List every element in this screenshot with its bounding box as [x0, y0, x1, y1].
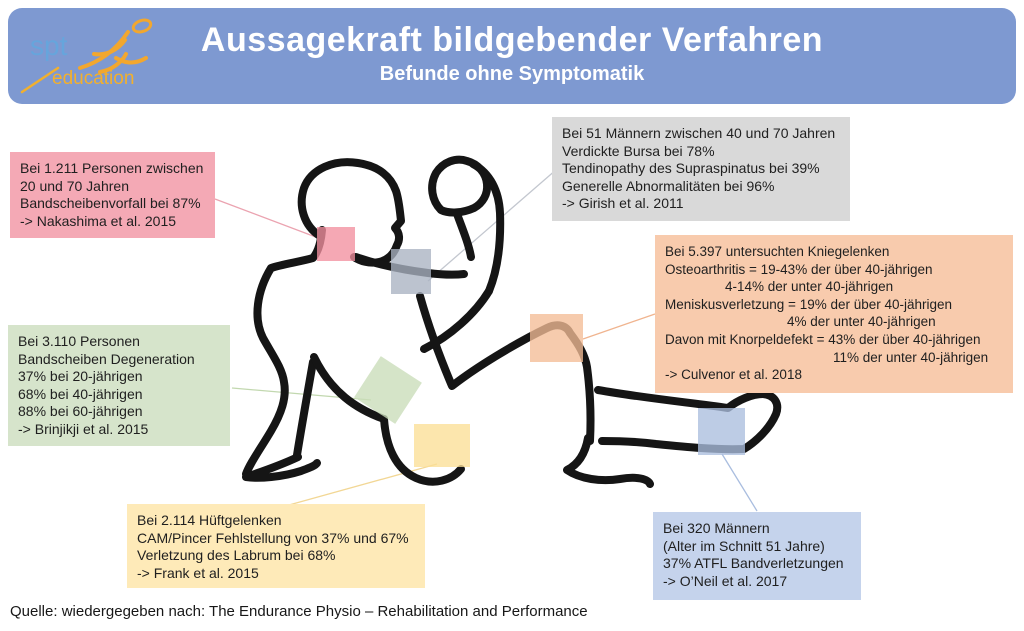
annotation-text-line: -> Girish et al. 2011 — [562, 195, 684, 212]
annotation-text-line: -> Brinjikji et al. 2015 — [18, 420, 149, 437]
figure-back-and-left-leg — [242, 226, 326, 478]
figure-left-thigh — [310, 353, 388, 423]
shoulder-marker — [391, 249, 431, 294]
knee-connector-line — [582, 313, 656, 340]
annotation-text-line: 20 und 70 Jahren — [20, 177, 129, 194]
figure-near-foot — [563, 434, 654, 488]
annotation-text-line: Verdickte Bursa bei 78% — [562, 142, 715, 159]
annotation-text-line: Bei 320 Männern — [663, 520, 770, 536]
spine-marker — [354, 356, 422, 424]
figure-inner-forearm — [453, 210, 475, 261]
figure-extended-leg-and-foot — [594, 386, 782, 454]
source-citation: Quelle: wiedergegeben nach: The Enduranc… — [10, 603, 588, 620]
page-title: Aussagekraft bildgebender Verfahren — [200, 21, 824, 59]
annotation-text-line: Bei 2.114 Hüftgelenken — [137, 512, 282, 528]
neck-marker — [317, 227, 355, 261]
figure-left-shin — [293, 358, 317, 459]
page-subtitle: Befunde ohne Symptomatik — [379, 63, 645, 85]
annotation-text-line: Tendinopathy des Supraspinatus bei 39% — [562, 160, 820, 177]
human-figure-sketch — [242, 155, 782, 488]
annotation-text-line: CAM/Pincer Fehlstellung von 37% und 67% — [137, 529, 409, 546]
annotation-text-line: 4-14% der unter 40-jährigen — [725, 279, 894, 295]
figure-left-foot — [242, 453, 321, 482]
header-banner: spt education Aussagekraft bildgebender … — [8, 8, 1016, 104]
neck-connector-line — [214, 198, 322, 240]
annotation-text-line: Verletzung des Labrum bei 68% — [137, 547, 336, 564]
annotation-text-line: 37% ATFL Bandverletzungen — [663, 555, 844, 572]
annotation-box-ankle: Bei 320 Männern (Alter im Schnitt 51 Jah… — [653, 512, 861, 600]
annotation-text-line: (Alter im Schnitt 51 Jahre) — [663, 537, 825, 554]
annotation-text-line: 11% der unter 40-jährigen — [833, 349, 989, 365]
annotation-box-neck: Bei 1.211 Personen zwischen 20 und 70 Ja… — [10, 152, 215, 238]
annotation-text-line: -> Culvenor et al. 2018 — [665, 367, 802, 383]
annotation-text-line: 37% bei 20-jährigen — [18, 368, 143, 385]
annotation-text-line: Meniskusverletzung = 19% der über 40-jäh… — [665, 296, 953, 312]
hip-connector-line — [288, 463, 438, 506]
annotation-text-line: Generelle Abnormalitäten bei 96% — [562, 177, 775, 194]
logo-spt-text: spt — [30, 30, 68, 61]
annotation-text-line: Bei 3.110 Personen — [18, 333, 140, 349]
annotation-box-shoulder: Bei 51 Männern zwischen 40 und 70 Jahren… — [552, 117, 850, 221]
annotation-text-line: -> Nakashima et al. 2015 — [20, 212, 177, 229]
annotation-box-spine: Bei 3.110 Personen Bandscheiben Degenera… — [8, 325, 230, 446]
annotation-text-line: -> Frank et al. 2015 — [137, 564, 259, 581]
annotation-box-hip: Bei 2.114 Hüftgelenken CAM/Pincer Fehlst… — [127, 504, 425, 588]
hip-marker — [414, 424, 470, 467]
connector-lines — [214, 168, 758, 512]
annotation-text-line: Bandscheibenvorfall bei 87% — [20, 195, 201, 212]
annotation-text-line: Bei 1.211 Personen zwischen — [20, 160, 204, 176]
knee-marker — [530, 314, 583, 362]
ankle-connector-line — [721, 453, 758, 512]
figure-seat — [380, 415, 465, 486]
spt-education-logo: spt education — [18, 14, 168, 100]
annotation-text-line: 68% bei 40-jährigen — [18, 385, 143, 402]
annotation-box-knee: Bei 5.397 untersuchten Kniegelenken Oste… — [655, 235, 1013, 393]
annotation-text-line: Bei 5.397 untersuchten Kniegelenken — [665, 244, 890, 259]
annotation-text-line: Bandscheiben Degeneration — [18, 350, 195, 367]
annotation-text-line: 4% der unter 40-jährigen — [787, 314, 936, 330]
annotation-text-line: -> O’Neil et al. 2017 — [663, 572, 788, 589]
annotation-text-line: Osteoarthritis = 19-43% der über 40-jähr… — [665, 261, 933, 277]
shoulder-connector-line — [427, 168, 558, 282]
body-region-markers — [317, 227, 745, 467]
figure-upper-arm — [420, 287, 493, 353]
ankle-marker — [698, 408, 745, 455]
logo-education-text: education — [52, 68, 135, 89]
annotation-text-line: Davon mit Knorpeldefekt = 43% der über 4… — [665, 331, 981, 347]
figure-forearm-bicep — [469, 160, 505, 295]
annotation-text-line: 88% bei 60-jährigen — [18, 403, 143, 420]
logo-slash-icon — [20, 66, 60, 94]
runner-logo-icon — [78, 18, 153, 74]
annotation-text-line: Bei 51 Männern zwischen 40 und 70 Jahren — [562, 125, 836, 141]
